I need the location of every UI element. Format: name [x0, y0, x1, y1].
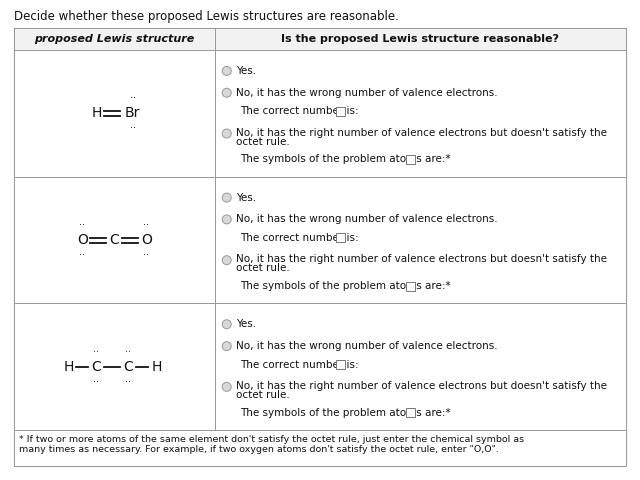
Text: * If two or more atoms of the same element don't satisfy the octet rule, just en: * If two or more atoms of the same eleme…	[19, 435, 524, 455]
Text: Yes.: Yes.	[236, 66, 256, 76]
Bar	[215, 303, 626, 430]
Bar	[14, 28, 215, 50]
Text: Br: Br	[125, 107, 140, 120]
Text: C: C	[124, 360, 133, 373]
Circle shape	[222, 66, 231, 75]
Bar	[336, 360, 345, 369]
Text: O: O	[141, 233, 152, 247]
Bar	[14, 177, 215, 303]
Text: No, it has the wrong number of valence electrons.: No, it has the wrong number of valence e…	[236, 215, 497, 225]
Text: ··: ··	[79, 250, 85, 260]
Text: ··: ··	[125, 377, 131, 387]
Text: No, it has the wrong number of valence electrons.: No, it has the wrong number of valence e…	[236, 88, 497, 98]
Text: Yes.: Yes.	[236, 192, 256, 203]
Text: No, it has the right number of valence electrons but doesn't satisfy the: No, it has the right number of valence e…	[236, 254, 607, 264]
Bar	[406, 155, 415, 164]
Text: ··: ··	[93, 347, 99, 357]
Text: C: C	[92, 360, 101, 373]
Text: O: O	[77, 233, 88, 247]
Text: H: H	[91, 107, 102, 120]
Text: No, it has the right number of valence electrons but doesn't satisfy the: No, it has the right number of valence e…	[236, 381, 607, 391]
Text: ··: ··	[143, 220, 149, 230]
Text: The correct number is:: The correct number is:	[240, 360, 358, 370]
Bar	[14, 50, 215, 177]
Circle shape	[222, 129, 231, 138]
Bar	[215, 28, 626, 50]
Text: The symbols of the problem atoms are:*: The symbols of the problem atoms are:*	[240, 155, 451, 164]
Bar	[406, 408, 415, 417]
Circle shape	[222, 88, 231, 97]
Text: ··: ··	[131, 123, 136, 133]
Text: Is the proposed Lewis structure reasonable?: Is the proposed Lewis structure reasonab…	[282, 34, 559, 44]
Text: H: H	[63, 360, 74, 373]
Text: The symbols of the problem atoms are:*: The symbols of the problem atoms are:*	[240, 281, 451, 291]
Text: No, it has the right number of valence electrons but doesn't satisfy the: No, it has the right number of valence e…	[236, 128, 607, 138]
Bar	[215, 50, 626, 177]
Text: H: H	[151, 360, 161, 373]
Text: proposed Lewis structure: proposed Lewis structure	[35, 34, 195, 44]
Circle shape	[222, 256, 231, 264]
Text: Yes.: Yes.	[236, 319, 256, 329]
Text: The symbols of the problem atoms are:*: The symbols of the problem atoms are:*	[240, 408, 451, 418]
Circle shape	[222, 383, 231, 391]
Circle shape	[222, 193, 231, 202]
Text: ··: ··	[131, 93, 136, 103]
Bar	[336, 107, 345, 116]
Text: Decide whether these proposed Lewis structures are reasonable.: Decide whether these proposed Lewis stru…	[14, 10, 399, 23]
Text: The correct number is:: The correct number is:	[240, 107, 358, 116]
Text: octet rule.: octet rule.	[236, 136, 289, 146]
Bar	[336, 233, 345, 242]
Text: The correct number is:: The correct number is:	[240, 233, 358, 243]
Text: ··: ··	[125, 347, 131, 357]
Bar	[215, 177, 626, 303]
Circle shape	[222, 215, 231, 224]
Bar	[406, 282, 415, 290]
Text: octet rule.: octet rule.	[236, 263, 289, 273]
Circle shape	[222, 320, 231, 329]
Text: No, it has the wrong number of valence electrons.: No, it has the wrong number of valence e…	[236, 341, 497, 351]
Bar	[14, 303, 215, 430]
Text: ··: ··	[93, 377, 99, 387]
Bar	[14, 430, 626, 466]
Text: ··: ··	[79, 220, 85, 230]
Text: ··: ··	[143, 250, 149, 260]
Circle shape	[222, 342, 231, 350]
Text: octet rule.: octet rule.	[236, 390, 289, 400]
Text: C: C	[109, 233, 119, 247]
